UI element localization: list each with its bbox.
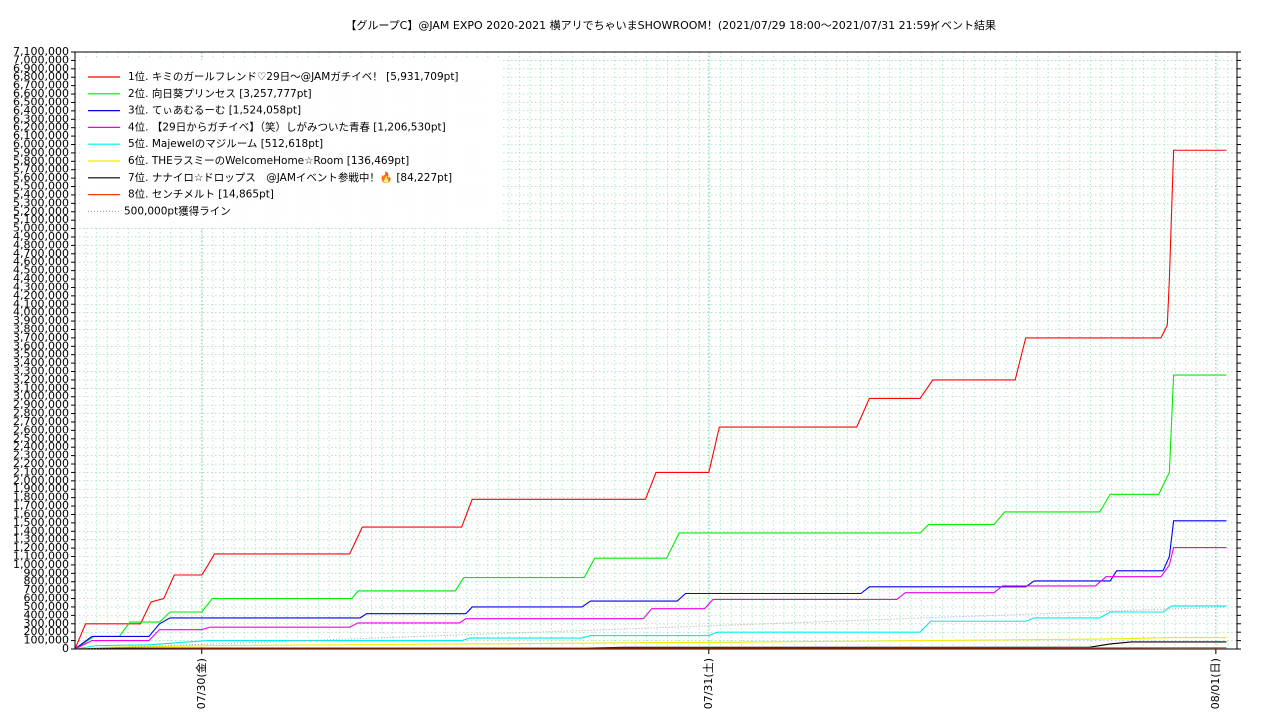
y-tick-label: 4,000,000 [13, 306, 69, 319]
y-tick-label: 1,800,000 [13, 491, 69, 504]
x-tick-label: 08/01(日) [1209, 658, 1222, 709]
y-tick-label: 5,000,000 [13, 222, 69, 235]
y-tick-label: 4,600,000 [13, 255, 69, 268]
x-tick-label: 07/30(金) [194, 658, 208, 709]
y-tick-label: 4,900,000 [13, 230, 69, 243]
legend: 1位. キミのガールフレンド♡29日〜@JAMガチイベ！ [5,931,709p… [80, 60, 502, 228]
y-tick-label: 700,000 [24, 583, 70, 596]
y-tick-label: 100,000 [24, 634, 70, 647]
chart-title: 【グループC】@JAM EXPO 2020-2021 横アリでちゃいまSHOWR… [345, 18, 934, 32]
legend-label: 2位. 向日葵プリンセス [3,257,777pt] [128, 87, 312, 100]
y-tick-label: 900,000 [24, 566, 70, 579]
legend-label: 3位. てぃあむるーむ [1,524,058pt] [128, 104, 301, 117]
y-tick-label: 6,100,000 [13, 129, 69, 142]
y-tick-label: 6,700,000 [13, 79, 69, 92]
y-tick-label: 5,600,000 [13, 171, 69, 184]
y-tick-label: 7,100,000 [13, 45, 69, 58]
y-tick-label: 6,600,000 [13, 87, 69, 100]
y-tick-label: 2,500,000 [13, 432, 69, 445]
y-tick-label: 3,300,000 [13, 365, 69, 378]
y-tick-label: 4,700,000 [13, 247, 69, 260]
legend-label: 4位. 【29日からガチイベ】（笑）しがみついた青春 [1,206,530pt] [128, 120, 446, 133]
y-tick-label: 1,900,000 [13, 482, 69, 495]
plot-frame [74, 51, 1238, 650]
lines [74, 149, 1227, 650]
y-tick-label: 1,400,000 [13, 524, 69, 537]
y-tick-label: 400,000 [24, 608, 70, 621]
y-tick-label: 1,500,000 [13, 516, 69, 529]
y-tick-label: 800,000 [24, 575, 70, 588]
legend-label: 1位. キミのガールフレンド♡29日〜@JAMガチイベ！ [5,931,709p… [128, 70, 459, 83]
legend-label: 5位. Majewelのマジルーム [512,618pt] [128, 137, 323, 150]
y-tick-label: 1,100,000 [13, 550, 69, 563]
y-tick-label: 4,400,000 [13, 272, 69, 285]
y-tick-label: 2,100,000 [13, 465, 69, 478]
chart-subtitle: イベント結果 [930, 18, 996, 32]
y-tick-label: 3,600,000 [13, 339, 69, 352]
y-tick-label: 4,100,000 [13, 297, 69, 310]
series-line [74, 606, 1227, 650]
legend-label: 6位. THEラスミーのWelcomeHome☆Room [136,469pt] [128, 154, 409, 167]
y-tick-label: 5,900,000 [13, 146, 69, 159]
series-line [74, 149, 1227, 650]
y-tick-label: 6,900,000 [13, 62, 69, 75]
y-tick-label: 7,000,000 [13, 53, 69, 66]
series-line [74, 547, 1227, 650]
y-tick-label: 5,400,000 [13, 188, 69, 201]
y-tick-label: 3,200,000 [13, 373, 69, 386]
x-tick-label: 07/31(土) [702, 658, 715, 709]
y-tick-label: 5,800,000 [13, 154, 69, 167]
y-tick-label: 5,700,000 [13, 163, 69, 176]
y-tick-label: 4,800,000 [13, 238, 69, 251]
y-tick-label: 5,500,000 [13, 180, 69, 193]
legend-label: 500,000pt獲得ライン [124, 204, 231, 217]
y-tick-label: 3,000,000 [13, 390, 69, 403]
y-tick-label: 3,700,000 [13, 331, 69, 344]
y-tick-label: 1,600,000 [13, 507, 69, 520]
y-tick-label: 6,400,000 [13, 104, 69, 117]
y-tick-label: 2,900,000 [13, 398, 69, 411]
y-tick-label: 1,000,000 [13, 558, 69, 571]
y-tick-label: 1,700,000 [13, 499, 69, 512]
y-tick-label: 5,200,000 [13, 205, 69, 218]
y-tick-label: 200,000 [24, 625, 70, 638]
y-tick-label: 4,300,000 [13, 280, 69, 293]
y-tick-label: 2,700,000 [13, 415, 69, 428]
y-tick-label: 5,300,000 [13, 196, 69, 209]
y-tick-label: 6,000,000 [13, 137, 69, 150]
y-tick-label: 1,300,000 [13, 533, 69, 546]
y-tick-label: 2,200,000 [13, 457, 69, 470]
series-line [74, 605, 1227, 650]
y-tick-label: 2,000,000 [13, 474, 69, 487]
y-tick-label: 1,200,000 [13, 541, 69, 554]
y-tick-label: 6,300,000 [13, 112, 69, 125]
y-tick-label: 3,900,000 [13, 314, 69, 327]
series-line [74, 520, 1227, 650]
y-tick-label: 2,800,000 [13, 407, 69, 420]
y-tick-label: 500,000 [24, 600, 70, 613]
y-tick-label: 4,200,000 [13, 289, 69, 302]
y-tick-label: 6,500,000 [13, 95, 69, 108]
y-tick-label: 0 [62, 642, 69, 655]
y-tick-label: 2,300,000 [13, 449, 69, 462]
y-tick-label: 3,400,000 [13, 356, 69, 369]
y-tick-label: 6,200,000 [13, 121, 69, 134]
legend-box [80, 60, 502, 228]
y-tick-label: 600,000 [24, 592, 70, 605]
y-tick-label: 3,500,000 [13, 348, 69, 361]
y-tick-label: 3,800,000 [13, 322, 69, 335]
legend-label: 7位. ナナイロ☆ドロップス @JAMイベント参戦中！🔥 [84,227pt] [128, 171, 452, 184]
legend-label: 8位. センチメルト [14,865pt] [128, 188, 274, 201]
y-tick-label: 5,100,000 [13, 213, 69, 226]
y-tick-label: 3,100,000 [13, 381, 69, 394]
y-tick-label: 4,500,000 [13, 264, 69, 277]
series-line [74, 374, 1227, 650]
y-tick-label: 2,600,000 [13, 423, 69, 436]
y-tick-label: 2,400,000 [13, 440, 69, 453]
series-line [74, 636, 1227, 650]
y-tick-label: 300,000 [24, 617, 70, 630]
y-tick-label: 6,800,000 [13, 70, 69, 83]
